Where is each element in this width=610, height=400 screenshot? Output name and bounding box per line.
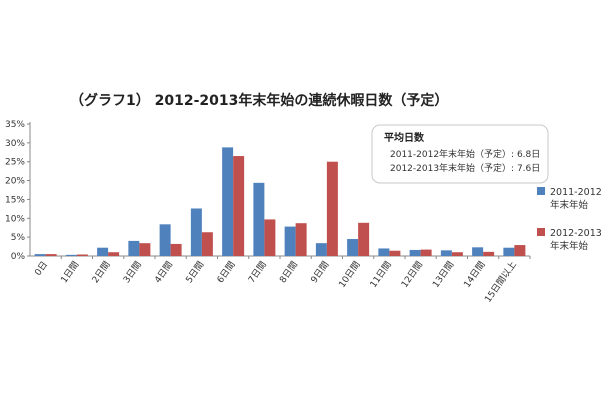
x-tick-label: 14日間 [462,259,488,289]
x-tick-label: 0日 [33,259,50,277]
x-tick-label: 11日間 [368,259,394,289]
bar-series-2-5日間 [201,232,213,256]
info-box-line-1: 2011-2012年末年始（予定）: 6.8日 [390,148,540,160]
x-tick-label: 12日間 [399,259,425,289]
x-tick-label: 9日間 [309,259,332,285]
bar-series-2-4日間 [170,243,182,256]
bar-series-1-2日間 [97,247,109,256]
bar-series-2-9日間 [326,161,338,256]
bar-series-2-1日間 [76,254,88,256]
bar-series-1-4日間 [159,224,171,256]
bar-series-2-0日 [45,254,57,256]
x-tick-label: 2日間 [90,259,113,285]
bar-series-1-0日 [34,254,46,256]
x-tick-label: 6日間 [215,259,238,285]
bar-series-2-14日間 [483,251,495,256]
bar-series-2-13日間 [451,252,463,256]
legend-label-2011-2012-line-2: 年末年始 [550,199,589,211]
bar-series-2-11日間 [389,250,401,256]
bar-series-2-12日間 [420,249,432,256]
legend-label-2012-2013-line-2: 年末年始 [550,240,589,252]
legend-swatch-2011-2012 [537,187,545,195]
bar-series-1-11日間 [378,248,390,256]
y-tick-label: 30% [5,139,25,149]
bars-group [34,147,526,256]
bar-series-2-8日間 [295,223,307,256]
bar-series-2-15日間以上 [514,245,526,256]
legend-label-2011-2012-line-1: 2011-2012 [550,187,602,198]
bar-series-1-7日間 [253,182,265,256]
bar-series-1-5日間 [190,208,202,256]
bar-series-2-10日間 [358,222,370,256]
x-tick-label: 5日間 [184,259,207,285]
y-tick-label: 15% [5,195,25,205]
bar-series-1-12日間 [409,249,421,256]
bar-series-1-3日間 [128,240,140,256]
bar-series-1-13日間 [440,250,452,256]
y-tick-label: 35% [5,120,25,130]
bar-series-1-9日間 [315,243,327,256]
y-tick-label: 0% [11,252,26,262]
chart-title: （グラフ1） 2012-2013年末年始の連続休暇日数（予定） [70,92,448,109]
x-tick-label: 1日間 [59,259,82,285]
y-tick-label: 5% [11,233,26,243]
legend-label-2012-2013-line-1: 2012-2013 [550,228,602,239]
x-tick-label: 7日間 [246,259,269,285]
info-box-line-2: 2012-2013年末年始（予定）: 7.6日 [390,162,540,174]
bar-series-1-15日間以上 [503,247,515,256]
y-tick-label: 20% [5,177,25,187]
bar-series-2-6日間 [233,156,245,256]
average-days-box: 平均日数 2011-2012年末年始（予定）: 6.8日 2012-2013年末… [371,124,549,184]
legend: 2011-2012 年末年始 2012-2013 年末年始 [537,187,602,252]
bar-series-2-3日間 [139,243,151,256]
x-axis: 0日 1日間 2日間 3日間 4日間 5日間 6日間 7日間 8日間 9日間 10日間 11日間 12日… [30,255,531,305]
x-tick-label: 13日間 [430,259,456,289]
x-tick-label: 8日間 [277,259,300,285]
x-tick-label: 3日間 [121,259,144,285]
y-tick-label: 10% [5,214,25,224]
x-tick-label: 4日間 [152,259,175,285]
bar-series-2-7日間 [264,219,276,256]
bar-series-1-10日間 [347,239,359,256]
legend-swatch-2012-2013 [537,228,545,236]
y-tick-label: 25% [5,158,25,168]
x-tick-label: 10日間 [337,259,363,289]
bar-series-1-6日間 [222,147,234,256]
x-tick-label: 15日間以上 [483,259,519,304]
bar-series-1-8日間 [284,226,296,256]
bar-series-2-2日間 [108,252,120,256]
bar-series-1-14日間 [472,247,484,256]
y-axis: 0% 5% 10% 15% 20% 25% 30% 35% [5,120,31,262]
info-box-title: 平均日数 [384,131,425,144]
bar-series-1-1日間 [65,254,77,256]
info-box-frame [371,124,549,184]
